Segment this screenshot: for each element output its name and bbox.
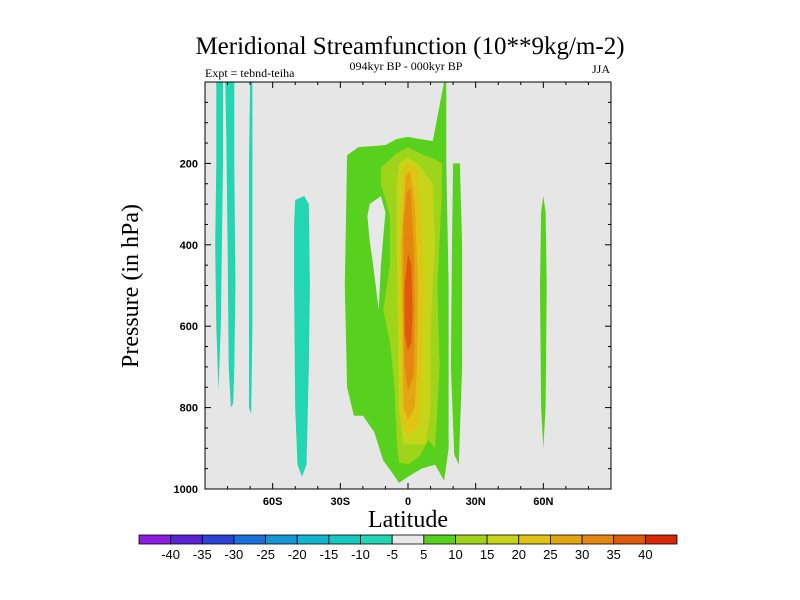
colorbar-label: 25 [543, 547, 557, 562]
experiment-note: Expt = tebnd-teiha [205, 66, 295, 80]
colorbar-swatch [423, 534, 456, 545]
colorbar-swatch [581, 534, 615, 545]
contour-regions [215, 82, 547, 483]
colorbar-label: 5 [420, 547, 427, 562]
colorbar-label: 35 [606, 547, 620, 562]
contour-region-13 [404, 252, 413, 351]
contour-region-5 [450, 163, 463, 465]
colorbar-swatch [328, 534, 361, 545]
contour-region-2 [249, 82, 253, 414]
y-tick-label: 1000 [174, 484, 198, 496]
colorbar-label: -20 [288, 547, 307, 562]
colorbar-label: -5 [386, 547, 398, 562]
x-tick-label: 60S [263, 496, 283, 508]
colorbar-swatch [644, 534, 678, 545]
colorbar-label: -40 [161, 547, 180, 562]
contour-region-1 [225, 82, 236, 408]
colorbar-label: -25 [256, 547, 275, 562]
colorbar-swatch [550, 534, 583, 545]
colorbar-swatch [201, 534, 235, 545]
colorbar-swatch [518, 534, 551, 545]
colorbar-swatch [613, 534, 646, 545]
colorbar-swatch [265, 534, 298, 545]
colorbar-swatch [233, 534, 266, 545]
x-tick-label: 0 [405, 496, 411, 508]
colorbar-swatch [486, 534, 520, 545]
colorbar-label: -30 [225, 547, 244, 562]
y-axis-label: Pressure (in hPa) [118, 204, 144, 368]
colorbar-label: 20 [512, 547, 526, 562]
colorbar-label: -35 [193, 547, 212, 562]
colorbar-label: -15 [320, 547, 339, 562]
y-tick-label: 800 [180, 403, 198, 415]
colorbar-label: 10 [448, 547, 462, 562]
x-axis: 60S 30S 0 30N 60N [227, 82, 589, 508]
x-axis-label: Latitude [368, 507, 448, 533]
colorbar-label: -10 [351, 547, 370, 562]
colorbar-swatch [296, 534, 330, 545]
colorbar-swatch [391, 534, 425, 545]
x-tick-label: 30S [331, 496, 351, 508]
contour-region-3 [294, 196, 310, 477]
y-tick-label: 400 [180, 240, 198, 252]
colorbar-label: 30 [575, 547, 589, 562]
y-tick-label: 600 [180, 321, 198, 333]
colorbar-label: 40 [638, 547, 652, 562]
colorbar-swatch [455, 534, 488, 545]
x-tick-label: 60N [533, 496, 553, 508]
chart-subtitle: 094kyr BP - 000kyr BP [350, 59, 463, 73]
contour-region-6 [540, 196, 547, 449]
x-tick-label: 30N [466, 496, 486, 508]
y-axis: 200 400 600 800 1000 [174, 101, 611, 496]
colorbar-swatch [360, 534, 393, 545]
contour-region-0 [215, 82, 223, 392]
colorbar-swatch [170, 534, 203, 545]
season-note: JJA [592, 62, 610, 76]
chart-title: Meridional Streamfunction (10**9kg/m-2) [195, 33, 624, 60]
colorbar-label: 15 [480, 547, 494, 562]
colorbar: -40 -35 -30 -25 -20 -15 -10 -5 5 10 15 20 25 30 35 40 [138, 534, 678, 562]
y-tick-label: 200 [180, 158, 198, 170]
contour-region-7 [367, 196, 386, 310]
colorbar-swatch [138, 534, 172, 545]
